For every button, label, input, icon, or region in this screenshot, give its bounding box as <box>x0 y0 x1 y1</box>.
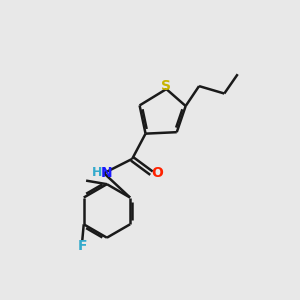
Text: N: N <box>100 166 112 180</box>
Text: H: H <box>92 166 103 179</box>
Text: O: O <box>151 166 163 180</box>
Text: S: S <box>161 79 171 92</box>
Text: F: F <box>77 239 87 253</box>
